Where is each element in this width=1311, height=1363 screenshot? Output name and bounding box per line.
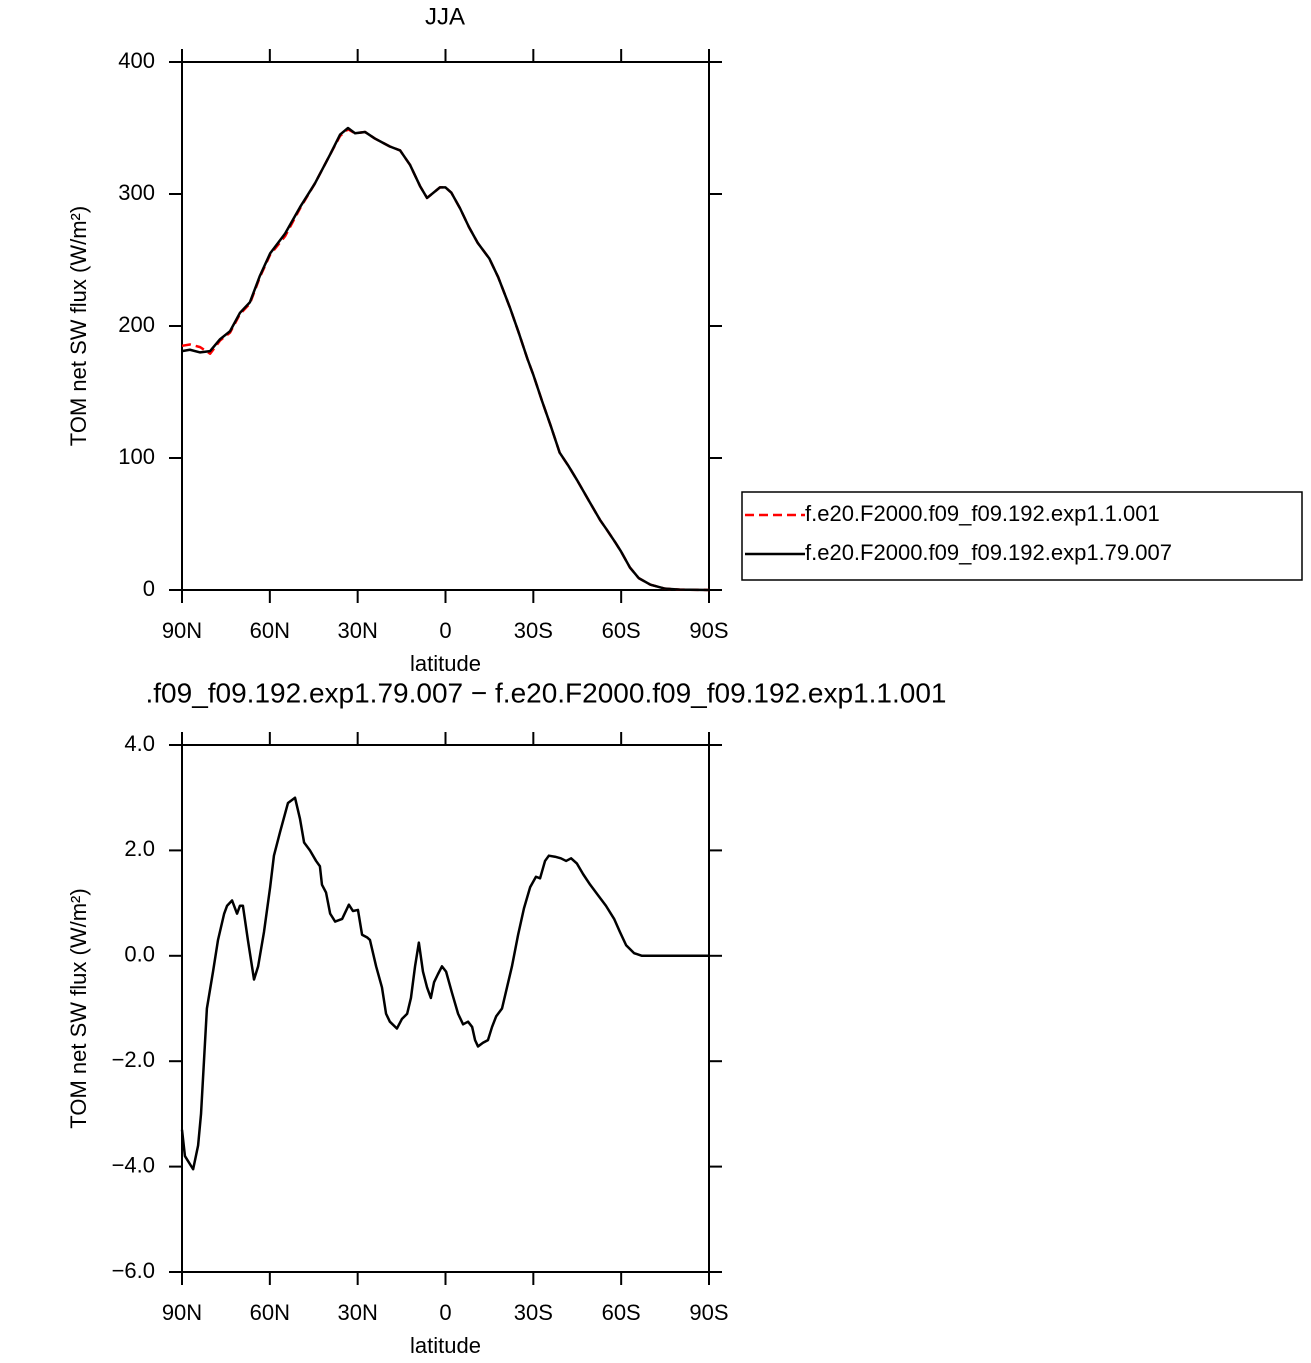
x-tick-label: 30N — [337, 1300, 377, 1325]
x-tick-label: 60N — [250, 1300, 290, 1325]
x-tick-label: 90S — [689, 618, 728, 643]
y-axis-label: TOM net SW flux (W/m²) — [66, 888, 91, 1128]
x-axis-label: latitude — [410, 651, 481, 676]
series-line — [181, 126, 710, 592]
y-tick-label: 300 — [118, 180, 155, 205]
x-tick-label: 60S — [602, 1300, 641, 1325]
x-tick-label: 90S — [689, 1300, 728, 1325]
y-tick-label: 4.0 — [124, 731, 155, 756]
chart-title: .f09_f09.192.exp1.79.007 − f.e20.F2000.f… — [145, 677, 946, 708]
x-tick-label: 60N — [250, 618, 290, 643]
x-axis-label: latitude — [410, 1333, 481, 1358]
series-line — [180, 796, 709, 1171]
plot-frame — [181, 744, 710, 1273]
y-axis-label: TOM net SW flux (W/m²) — [66, 206, 91, 446]
legend-label: f.e20.F2000.f09_f09.192.exp1.79.007 — [805, 540, 1172, 565]
y-tick-label: 200 — [118, 312, 155, 337]
x-tick-label: 90N — [162, 1300, 202, 1325]
x-tick-label: 60S — [602, 618, 641, 643]
x-tick-label: 30S — [514, 618, 553, 643]
legend-box — [741, 491, 1303, 581]
y-tick-label: 0.0 — [124, 942, 155, 967]
x-tick-label: 0 — [439, 1300, 451, 1325]
y-tick-label: −4.0 — [112, 1152, 155, 1177]
y-tick-label: 2.0 — [124, 836, 155, 861]
x-tick-label: 30N — [337, 618, 377, 643]
x-tick-label: 30S — [514, 1300, 553, 1325]
chart-title: JJA — [425, 3, 465, 30]
y-tick-label: 0 — [143, 576, 155, 601]
y-tick-label: 400 — [118, 48, 155, 73]
y-tick-label: 100 — [118, 444, 155, 469]
series-line — [181, 128, 710, 592]
x-tick-label: 0 — [439, 618, 451, 643]
plot-frame — [181, 61, 710, 591]
x-tick-label: 90N — [162, 618, 202, 643]
y-tick-label: −2.0 — [112, 1047, 155, 1072]
legend-label: f.e20.F2000.f09_f09.192.exp1.1.001 — [805, 501, 1160, 526]
y-tick-label: −6.0 — [112, 1258, 155, 1283]
